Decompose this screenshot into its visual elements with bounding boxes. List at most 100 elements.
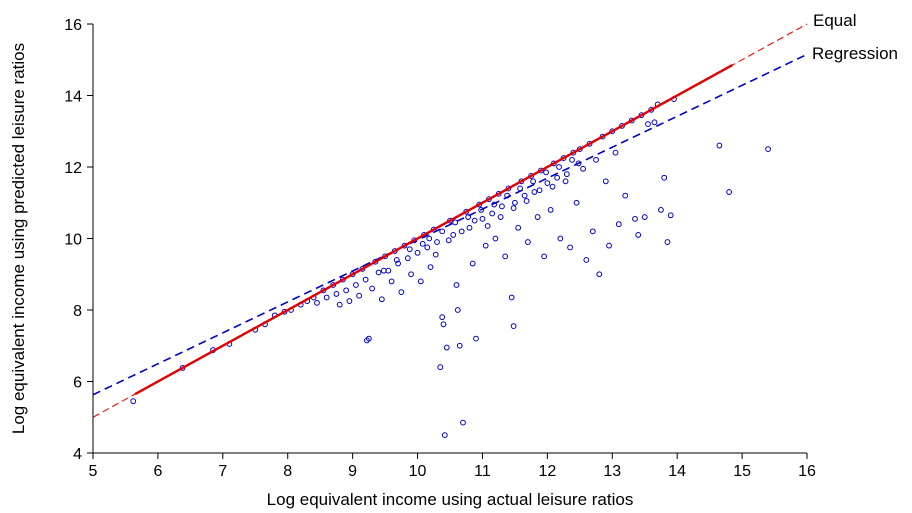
data-point xyxy=(583,257,590,263)
data-point xyxy=(497,214,504,220)
y-tick-label: 14 xyxy=(64,89,82,106)
data-point xyxy=(544,180,551,186)
data-point xyxy=(612,149,619,156)
data-point xyxy=(375,269,382,276)
data-point xyxy=(661,174,668,181)
x-tick-label: 16 xyxy=(798,463,816,480)
data-point xyxy=(716,142,723,149)
y-tick-label: 10 xyxy=(64,232,82,249)
data-point xyxy=(573,199,580,206)
data-point xyxy=(441,432,448,439)
data-point xyxy=(469,260,476,267)
data-point xyxy=(606,242,612,249)
data-point xyxy=(333,291,340,297)
data-point xyxy=(510,205,517,212)
data-point xyxy=(439,314,446,321)
data-point xyxy=(466,224,473,231)
data-point xyxy=(549,183,556,190)
x-axis-title: Log equivalent income using actual leisu… xyxy=(267,490,634,509)
data-point xyxy=(450,232,457,238)
y-tick-label: 8 xyxy=(73,303,82,320)
data-point xyxy=(593,156,599,163)
data-point xyxy=(589,228,596,235)
data-point xyxy=(726,189,733,195)
data-point xyxy=(622,192,629,199)
data-point xyxy=(473,335,479,342)
data-point xyxy=(575,160,582,167)
data-point xyxy=(531,189,538,195)
data-point xyxy=(635,232,642,238)
data-point xyxy=(562,178,569,185)
data-point xyxy=(336,301,343,308)
data-point xyxy=(460,419,466,426)
data-point xyxy=(523,198,530,204)
x-tick-label: 5 xyxy=(89,463,98,480)
data-point xyxy=(563,171,570,178)
data-point xyxy=(765,146,771,153)
data-point xyxy=(569,156,575,163)
data-point xyxy=(521,192,528,199)
data-point xyxy=(515,224,522,231)
data-point xyxy=(524,239,531,245)
data-point xyxy=(439,228,446,235)
data-point xyxy=(502,253,509,260)
data-point xyxy=(632,215,638,222)
data-point xyxy=(419,240,426,247)
data-point xyxy=(440,321,447,328)
data-point xyxy=(580,165,586,172)
data-point xyxy=(378,296,385,303)
data-point xyxy=(567,244,573,251)
data-point xyxy=(645,121,651,127)
data-point xyxy=(641,214,648,220)
equality-highlight-line xyxy=(134,64,733,396)
data-point xyxy=(491,201,498,208)
data-point xyxy=(543,169,549,176)
data-point xyxy=(130,398,137,405)
data-point xyxy=(369,285,376,292)
x-tick-label: 12 xyxy=(538,463,556,480)
data-point xyxy=(596,271,603,278)
data-point xyxy=(414,249,421,256)
data-point xyxy=(437,364,444,371)
data-point xyxy=(432,251,439,258)
y-axis-ticks: 4 6 8 10 12 14 16 xyxy=(64,17,93,463)
data-point xyxy=(356,292,363,299)
x-tick-label: 6 xyxy=(153,463,162,480)
x-tick-label: 11 xyxy=(474,463,491,480)
data-point xyxy=(393,257,400,263)
data-point xyxy=(482,242,489,249)
x-tick-label: 14 xyxy=(668,463,686,480)
data-point xyxy=(456,342,463,349)
data-point xyxy=(510,323,517,329)
x-tick-label: 8 xyxy=(283,463,292,480)
data-point xyxy=(534,214,541,220)
data-point xyxy=(395,260,401,267)
data-point xyxy=(323,294,330,301)
data-point xyxy=(492,235,499,242)
data-point xyxy=(362,276,369,283)
data-point xyxy=(667,212,674,219)
data-point xyxy=(417,278,424,285)
data-point xyxy=(478,207,485,213)
data-point xyxy=(658,207,664,213)
data-point xyxy=(406,246,413,253)
data-point xyxy=(615,221,622,228)
data-point xyxy=(651,119,658,126)
data-point xyxy=(398,289,405,296)
data-point xyxy=(530,178,536,185)
y-tick-label: 16 xyxy=(64,17,82,34)
legend-label-regression: Regression xyxy=(812,44,898,63)
data-point xyxy=(352,282,359,288)
data-point xyxy=(426,235,433,242)
y-tick-label: 12 xyxy=(64,160,82,177)
data-point xyxy=(427,264,434,271)
data-point xyxy=(434,239,440,245)
x-tick-label: 15 xyxy=(733,463,751,480)
data-point xyxy=(541,253,548,260)
data-point xyxy=(465,214,472,220)
data-point xyxy=(602,178,609,185)
data-point xyxy=(380,267,387,274)
data-point xyxy=(364,337,370,344)
data-point xyxy=(556,164,562,170)
